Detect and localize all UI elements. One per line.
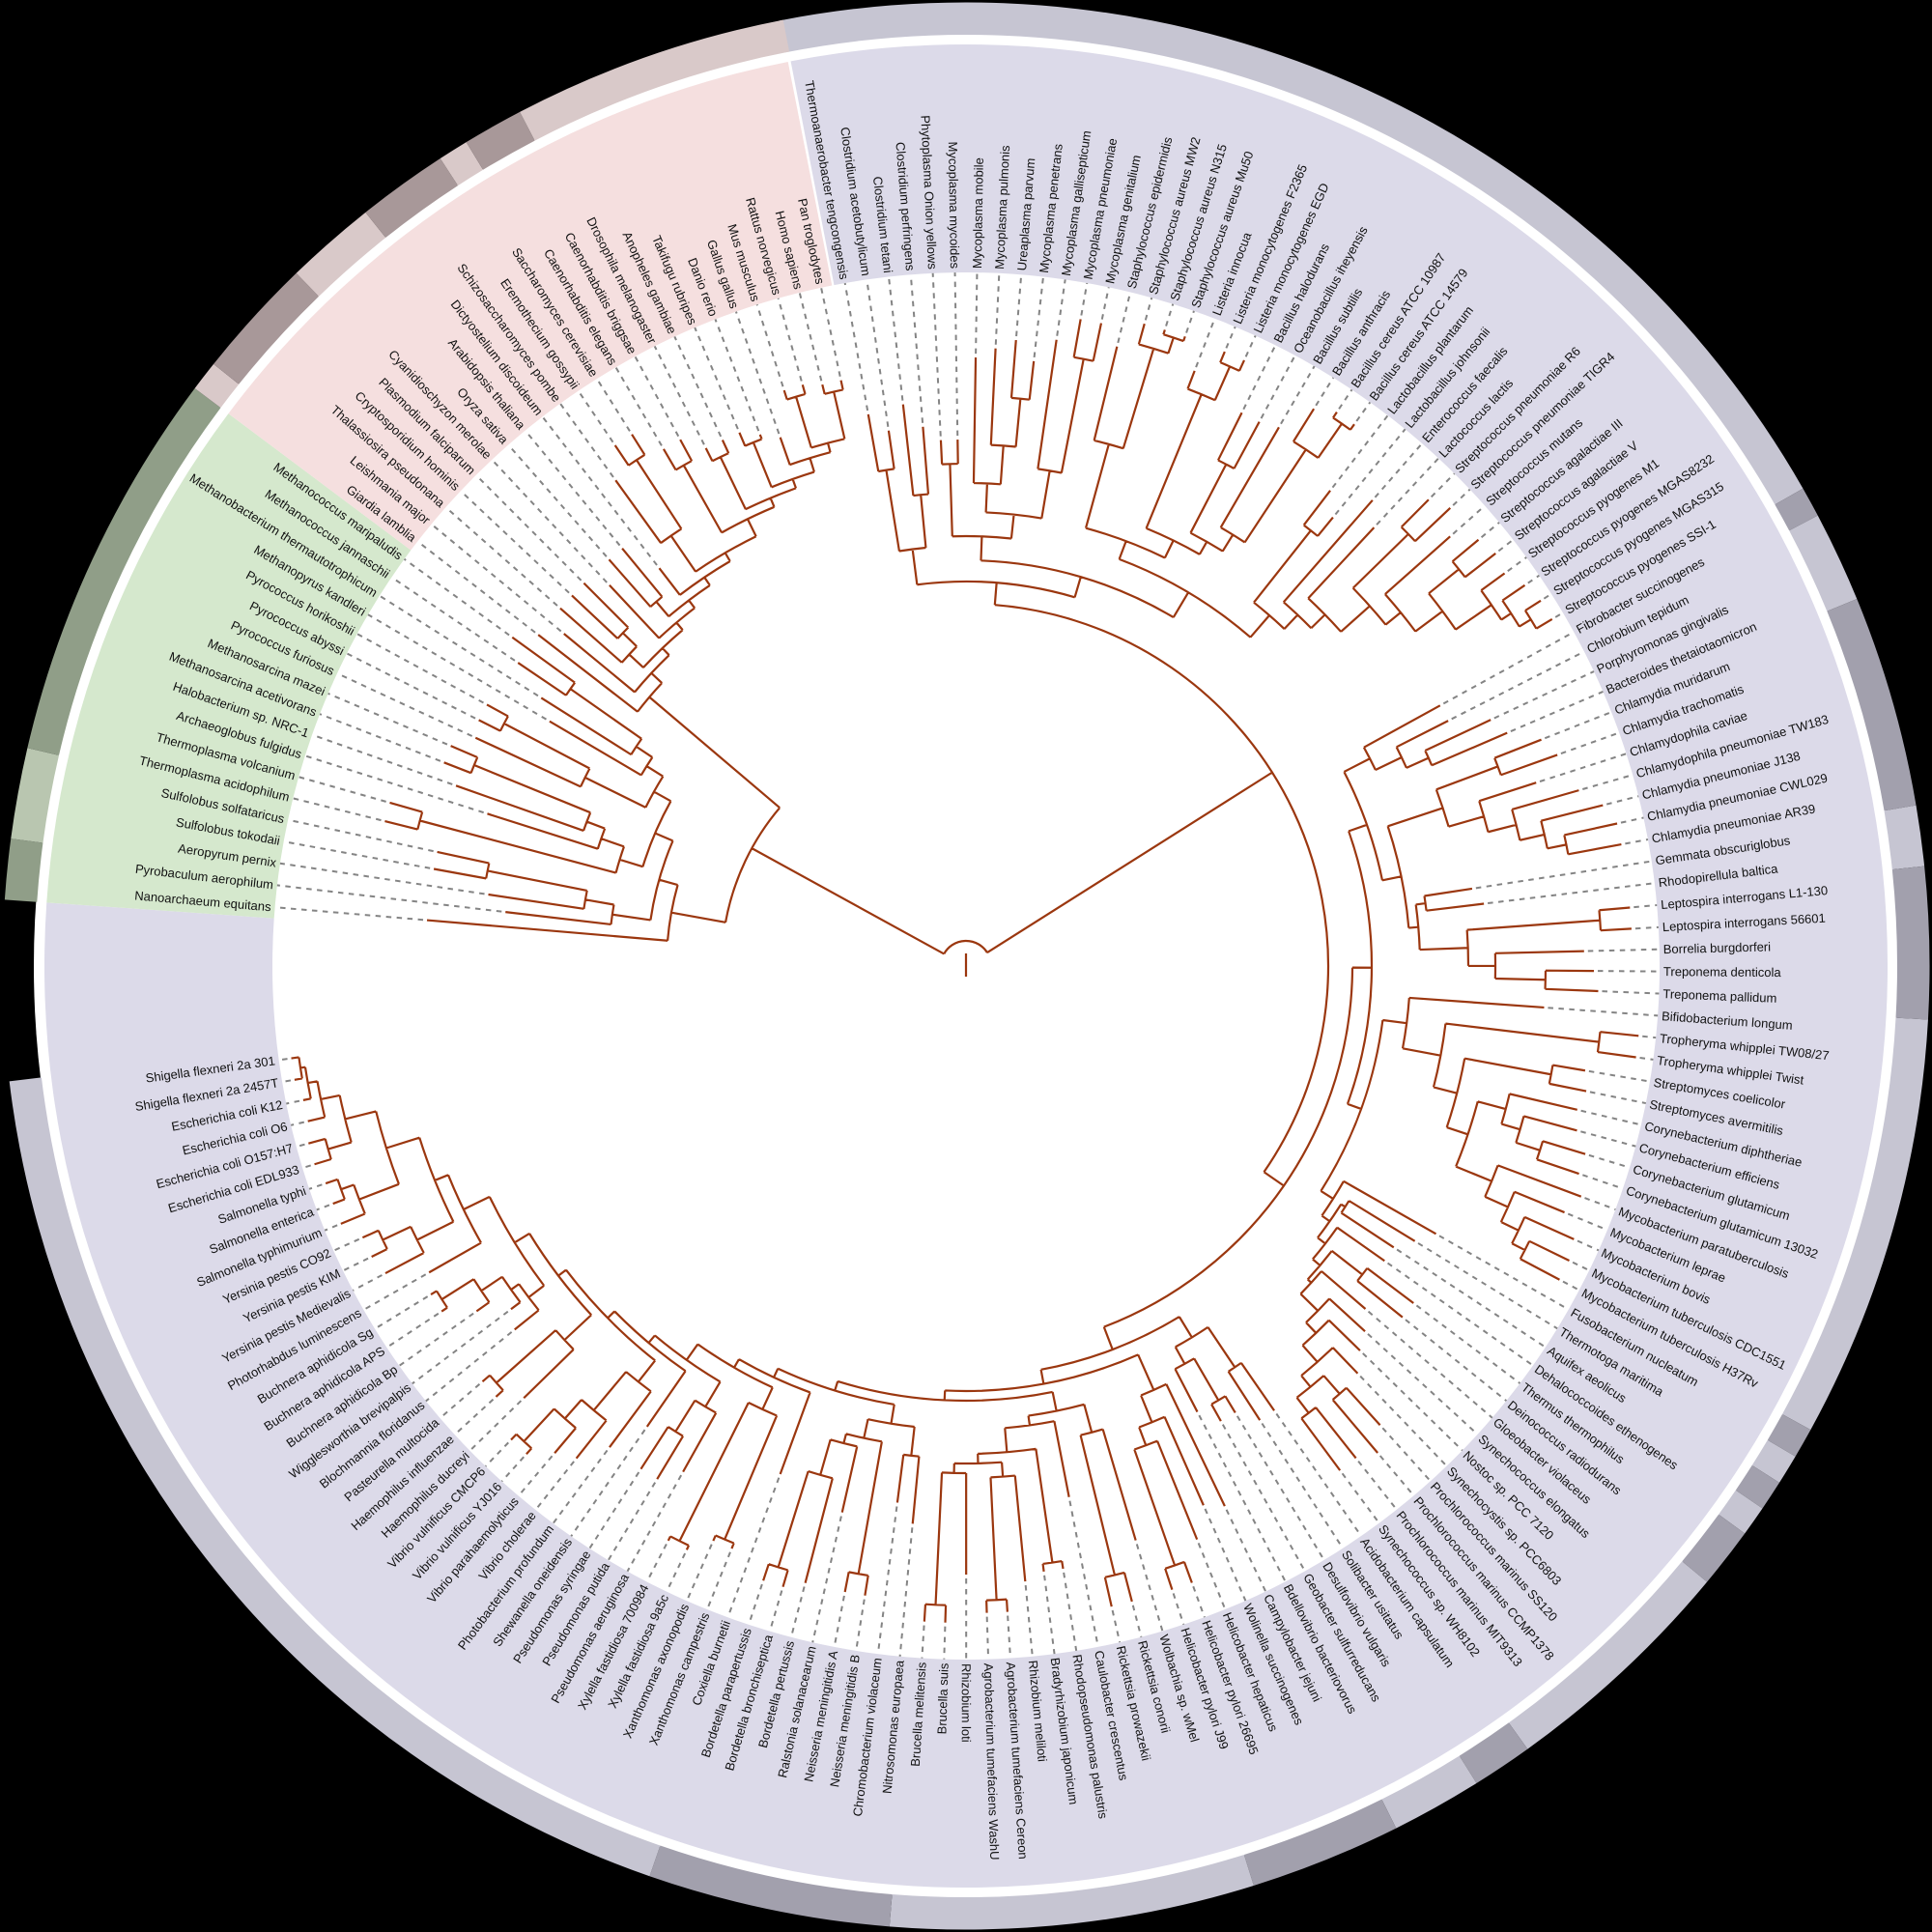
svg-text:Brucella melitensis: Brucella melitensis xyxy=(908,1662,929,1768)
svg-text:Treponema pallidum: Treponema pallidum xyxy=(1662,986,1777,1006)
svg-text:Agrobacterium tumefaciens Wash: Agrobacterium tumefaciens WashU xyxy=(981,1662,1003,1860)
svg-text:Rhizobium loti: Rhizobium loti xyxy=(959,1663,974,1743)
svg-text:Treponema denticola: Treponema denticola xyxy=(1663,964,1782,980)
svg-text:Mycoplasma mobile: Mycoplasma mobile xyxy=(970,157,986,269)
svg-text:Borrelia burgdorferi: Borrelia burgdorferi xyxy=(1663,939,1772,956)
svg-text:Brucella suis: Brucella suis xyxy=(934,1662,951,1735)
svg-text:Mycoplasma pulmonis: Mycoplasma pulmonis xyxy=(992,145,1012,270)
svg-text:Mycoplasma mycoides: Mycoplasma mycoides xyxy=(946,141,962,269)
